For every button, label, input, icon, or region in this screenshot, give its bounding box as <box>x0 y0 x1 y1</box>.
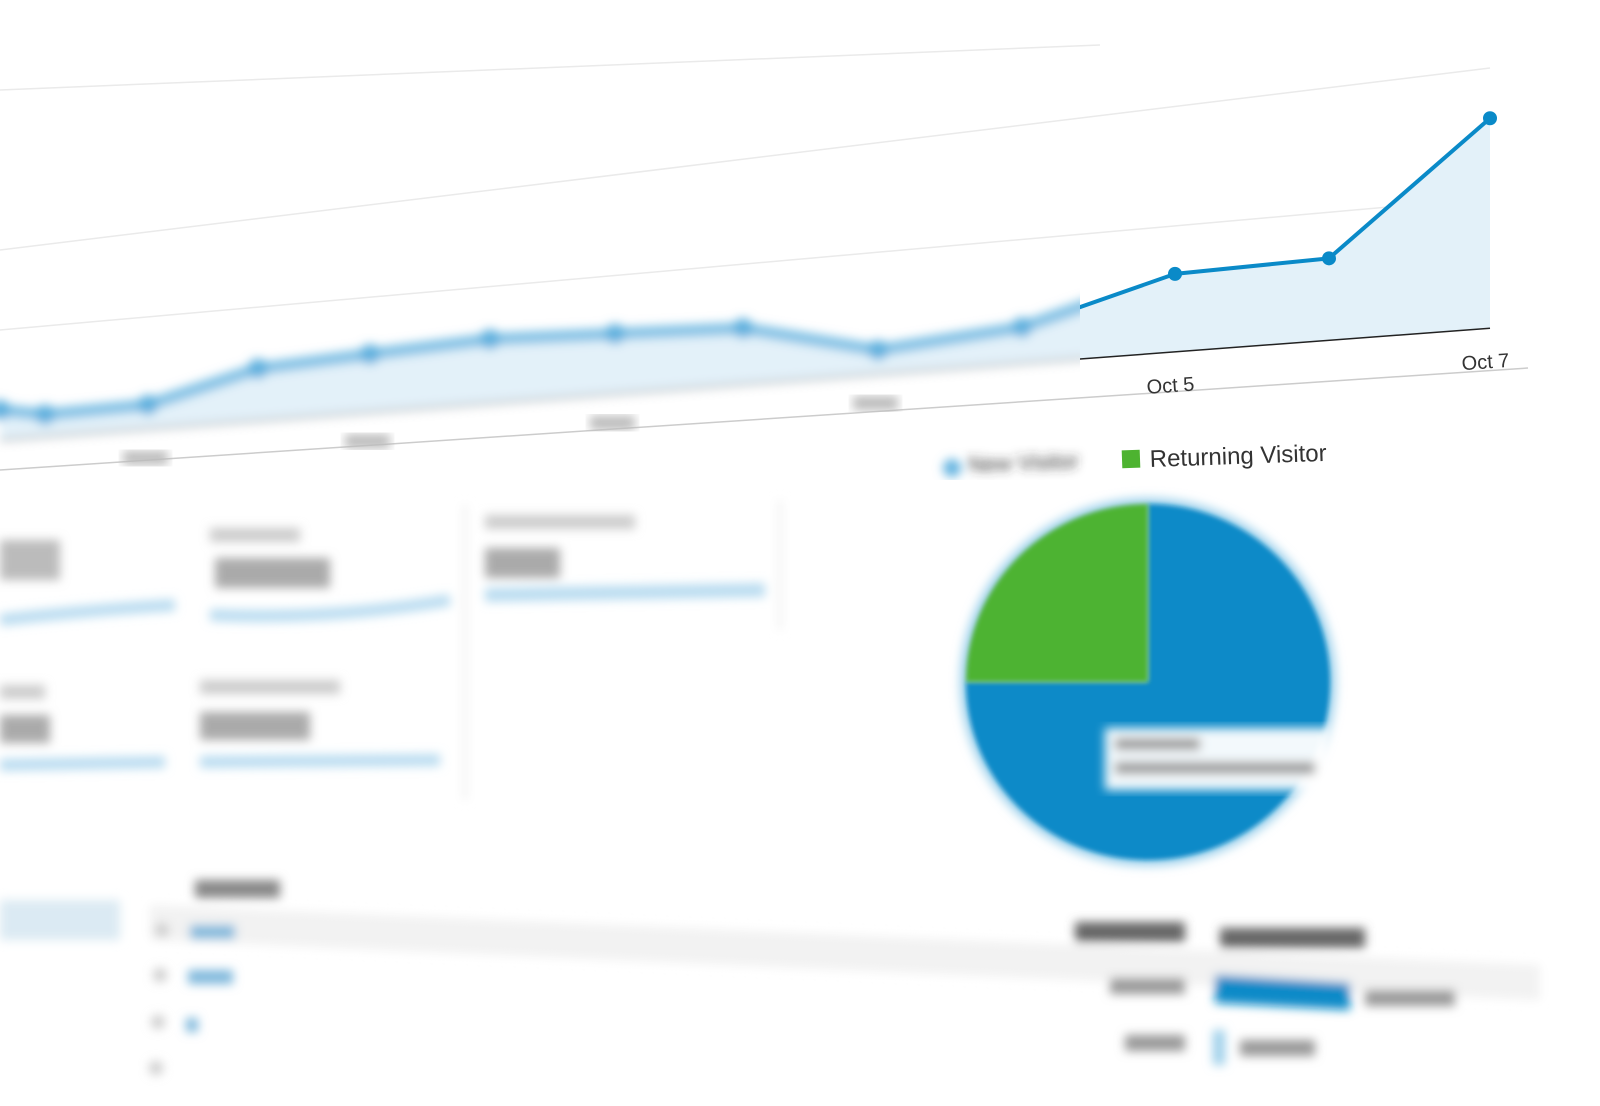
x-tick-label-blurred <box>345 434 390 449</box>
x-axis-ticks: Oct 5 Oct 7 <box>123 350 1510 465</box>
data-point-oct-1[interactable] <box>605 323 625 344</box>
pie-slice-returning-visitor[interactable] <box>966 504 1148 682</box>
legend-swatch <box>1121 449 1141 469</box>
data-point-sep-30[interactable] <box>480 329 500 350</box>
data-table <box>0 880 1540 1075</box>
x-tick-label: Oct 7 <box>1461 350 1510 375</box>
data-point-sep-25[interactable] <box>0 400 10 420</box>
data-point-oct-4[interactable] <box>1012 317 1032 338</box>
data-point-oct-2[interactable] <box>733 318 753 339</box>
line-chart-sharp <box>1080 111 1497 360</box>
x-axis-line <box>0 358 1080 441</box>
pie-legend: New Visitor Returning Visitor <box>943 440 1327 477</box>
data-point-sep-29[interactable] <box>360 344 380 365</box>
x-tick-label: Oct 5 <box>1146 374 1195 399</box>
x-tick-label-blurred <box>123 450 168 465</box>
legend-new-visitor[interactable]: New Visitor <box>943 448 1079 477</box>
svg-text:Returning Visitor: Returning Visitor <box>1149 440 1327 473</box>
gridline <box>0 197 1491 331</box>
data-point-oct-6[interactable] <box>1322 251 1336 266</box>
data-point-sep-26[interactable] <box>35 404 55 425</box>
data-point-sep-28[interactable] <box>248 358 268 379</box>
x-tick-label-blurred <box>590 415 635 430</box>
chart-gridlines <box>0 44 1529 471</box>
line-chart-blurred <box>0 300 1080 441</box>
metric-scorecards <box>0 500 782 800</box>
gridline <box>0 44 1101 91</box>
svg-text:New Visitor: New Visitor <box>967 448 1079 477</box>
axis-rule <box>0 367 1529 471</box>
pie-chart <box>960 498 1336 866</box>
x-tick-label-blurred <box>853 396 898 411</box>
data-point-oct-7[interactable] <box>1483 111 1497 126</box>
data-point-sep-27[interactable] <box>138 394 158 415</box>
gridline <box>0 67 1491 251</box>
data-point-oct-3[interactable] <box>868 340 888 361</box>
data-point-oct-5[interactable] <box>1168 266 1182 281</box>
area-fill <box>1080 118 1490 359</box>
pie-tooltip <box>1105 728 1330 790</box>
x-axis-line <box>1080 327 1491 360</box>
legend-returning-visitor[interactable]: Returning Visitor <box>1121 440 1327 473</box>
